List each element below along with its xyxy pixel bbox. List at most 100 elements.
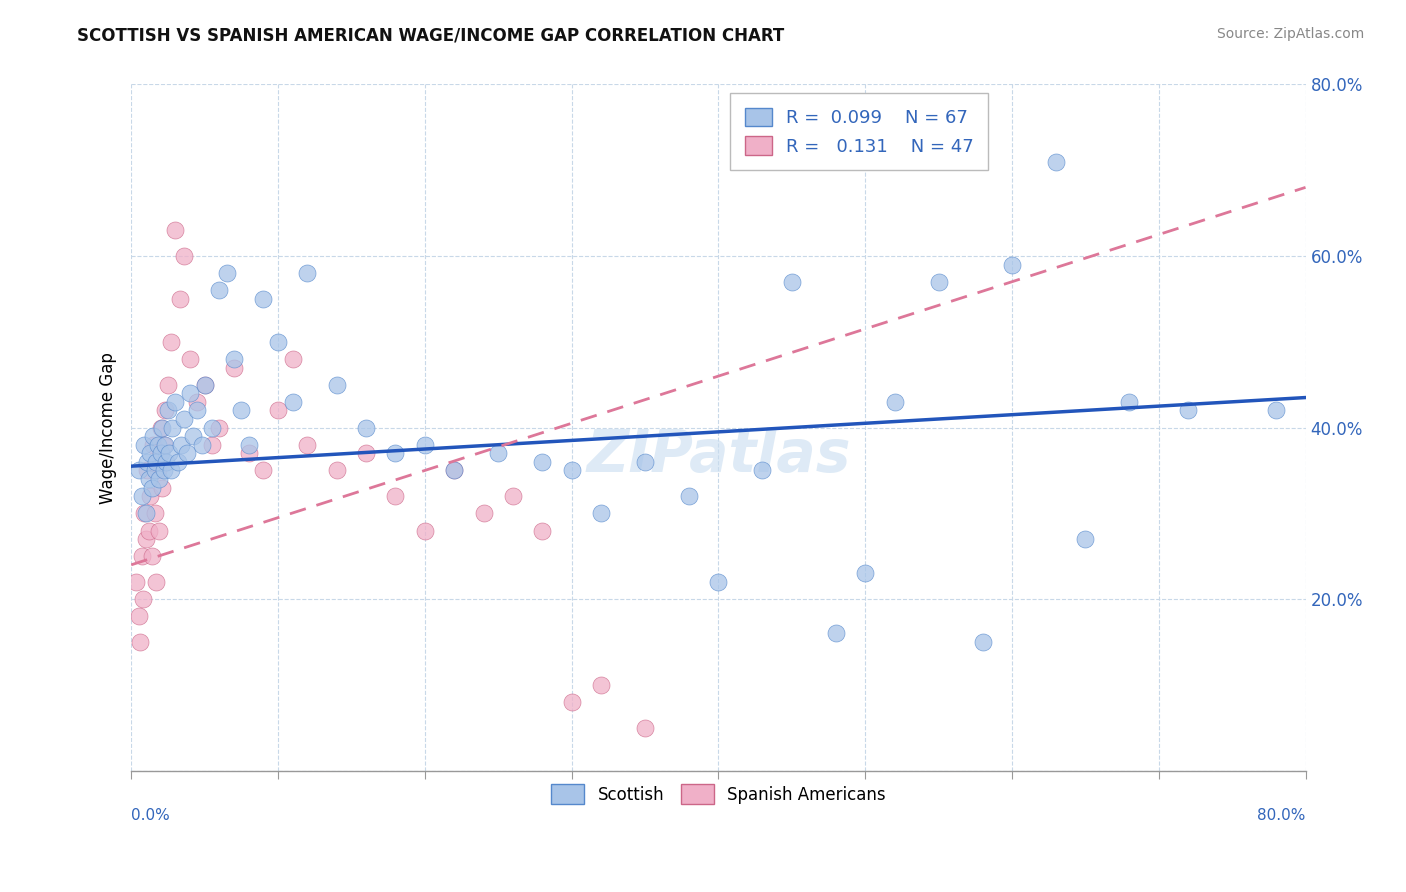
Point xyxy=(194,377,217,392)
Point xyxy=(824,626,846,640)
Point xyxy=(152,438,174,452)
Point xyxy=(148,472,170,486)
Point xyxy=(531,524,554,538)
Text: Source: ZipAtlas.com: Source: ZipAtlas.com xyxy=(1216,27,1364,41)
Point xyxy=(1118,394,1140,409)
Point xyxy=(707,574,730,589)
Point xyxy=(155,455,177,469)
Point xyxy=(170,438,193,452)
Point xyxy=(354,420,377,434)
Point xyxy=(181,429,204,443)
Point xyxy=(1177,403,1199,417)
Text: ZIPatlas: ZIPatlas xyxy=(586,426,851,483)
Point xyxy=(531,455,554,469)
Point xyxy=(751,463,773,477)
Point xyxy=(134,507,156,521)
Point xyxy=(634,721,657,735)
Point xyxy=(142,429,165,443)
Point xyxy=(502,489,524,503)
Point xyxy=(413,524,436,538)
Legend: Scottish, Spanish Americans: Scottish, Spanish Americans xyxy=(544,778,893,811)
Point xyxy=(1074,532,1097,546)
Point xyxy=(165,394,187,409)
Point xyxy=(148,524,170,538)
Point xyxy=(179,351,201,366)
Point xyxy=(1001,258,1024,272)
Point xyxy=(169,292,191,306)
Point xyxy=(384,489,406,503)
Point xyxy=(149,420,172,434)
Point xyxy=(297,266,319,280)
Point xyxy=(589,678,612,692)
Point xyxy=(160,463,183,477)
Text: 80.0%: 80.0% xyxy=(1257,808,1306,823)
Point xyxy=(141,481,163,495)
Point xyxy=(135,507,157,521)
Point xyxy=(128,463,150,477)
Point xyxy=(194,377,217,392)
Point xyxy=(145,574,167,589)
Point xyxy=(972,635,994,649)
Y-axis label: Wage/Income Gap: Wage/Income Gap xyxy=(100,351,117,503)
Point xyxy=(281,351,304,366)
Point xyxy=(129,635,152,649)
Point xyxy=(136,455,159,469)
Point xyxy=(443,463,465,477)
Point xyxy=(143,507,166,521)
Point xyxy=(928,275,950,289)
Point xyxy=(138,524,160,538)
Point xyxy=(173,412,195,426)
Point xyxy=(160,334,183,349)
Point xyxy=(132,592,155,607)
Point xyxy=(326,463,349,477)
Point xyxy=(678,489,700,503)
Point xyxy=(780,275,803,289)
Point xyxy=(186,403,208,417)
Point xyxy=(146,438,169,452)
Point xyxy=(238,446,260,460)
Point xyxy=(145,455,167,469)
Point xyxy=(472,507,495,521)
Point xyxy=(146,463,169,477)
Point xyxy=(131,549,153,564)
Point xyxy=(179,386,201,401)
Point xyxy=(201,438,224,452)
Point xyxy=(131,489,153,503)
Point xyxy=(853,566,876,581)
Point xyxy=(413,438,436,452)
Point xyxy=(201,420,224,434)
Point xyxy=(589,507,612,521)
Point xyxy=(176,446,198,460)
Point xyxy=(153,403,176,417)
Point xyxy=(141,549,163,564)
Point xyxy=(326,377,349,392)
Point xyxy=(124,574,146,589)
Point xyxy=(135,532,157,546)
Point xyxy=(267,403,290,417)
Point xyxy=(156,377,179,392)
Point xyxy=(153,438,176,452)
Point xyxy=(252,292,274,306)
Point xyxy=(190,438,212,452)
Text: SCOTTISH VS SPANISH AMERICAN WAGE/INCOME GAP CORRELATION CHART: SCOTTISH VS SPANISH AMERICAN WAGE/INCOME… xyxy=(77,27,785,45)
Point xyxy=(136,463,159,477)
Text: 0.0%: 0.0% xyxy=(131,808,170,823)
Point xyxy=(157,446,180,460)
Point xyxy=(1265,403,1288,417)
Point xyxy=(138,472,160,486)
Point xyxy=(150,420,173,434)
Point xyxy=(238,438,260,452)
Point xyxy=(215,266,238,280)
Point xyxy=(486,446,509,460)
Point xyxy=(128,609,150,624)
Point xyxy=(208,420,231,434)
Point xyxy=(561,695,583,709)
Point xyxy=(142,438,165,452)
Point xyxy=(297,438,319,452)
Point xyxy=(281,394,304,409)
Point xyxy=(143,463,166,477)
Point xyxy=(186,394,208,409)
Point xyxy=(231,403,253,417)
Point xyxy=(384,446,406,460)
Point xyxy=(883,394,905,409)
